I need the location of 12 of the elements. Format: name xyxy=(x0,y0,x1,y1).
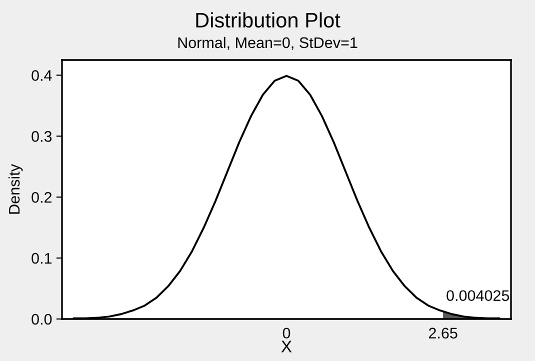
x-axis-title: X xyxy=(281,340,292,352)
chart-title: Distribution Plot xyxy=(196,12,340,28)
x-tick-label: 0 xyxy=(282,328,290,339)
annotation: 0.004025 xyxy=(446,290,510,302)
x-tick-label: 2.65 xyxy=(428,328,458,339)
chart-subtitle: Normal, Mean=0, StDev=1 xyxy=(178,36,358,50)
y-tick-label: 0.2 xyxy=(32,192,52,203)
y-axis-title: Density xyxy=(8,164,23,214)
y-tick-label: 0.0 xyxy=(32,314,52,325)
y-tick-label: 0.3 xyxy=(32,131,52,142)
y-tick-label: 0.1 xyxy=(32,252,52,264)
y-tick-label: 0.4 xyxy=(32,70,52,81)
